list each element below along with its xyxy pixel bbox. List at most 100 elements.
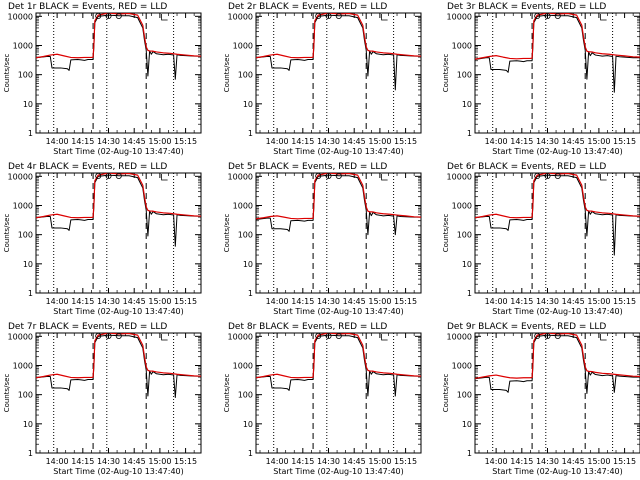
- x-tick-label: 15:15: [174, 457, 197, 466]
- y-tick-label: 100: [238, 391, 253, 400]
- panel-title: Det 7r BLACK = Events, RED = LLD: [8, 322, 167, 332]
- y-tick-label: 10: [462, 420, 472, 429]
- y-tick-label: 100: [18, 231, 33, 240]
- attenuator-marker: [600, 14, 607, 21]
- start-time-label: Start Time (02-Aug-10 13:47:40): [273, 307, 404, 316]
- peak-marker: [105, 332, 112, 339]
- peak-marker: [105, 172, 112, 179]
- peak-marker: [325, 12, 332, 19]
- y-tick-label: 10: [462, 100, 472, 109]
- y-tick-label: 10: [23, 260, 33, 269]
- x-tick-label: 14:45: [123, 457, 146, 466]
- attenuator-marker: [381, 14, 388, 21]
- y-tick-label: 100: [18, 71, 33, 80]
- peak-marker: [335, 172, 342, 179]
- lld-series-line: [256, 333, 421, 379]
- x-tick-label: 14:00: [485, 137, 508, 146]
- y-tick-label: 100: [457, 391, 472, 400]
- detector-panel-2: Det 2r BLACK = Events, RED = LLD 1 10 100 10…: [223, 2, 422, 156]
- y-tick-label: 10000: [228, 172, 253, 181]
- y-tick-label: 10: [243, 420, 253, 429]
- attenuator-marker: [381, 174, 388, 181]
- y-tick-label: 1: [28, 129, 33, 138]
- x-tick-label: 15:00: [368, 137, 391, 146]
- y-axis-label: Counts/sec: [223, 54, 231, 93]
- panel-title: Det 1r BLACK = Events, RED = LLD: [8, 2, 167, 12]
- peak-marker: [95, 332, 102, 339]
- detector-panel-4: Det 4r BLACK = Events, RED = LLD 1 10 100 10…: [3, 162, 202, 316]
- start-time-label: Start Time (02-Aug-10 13:47:40): [273, 147, 404, 156]
- lld-series-line: [36, 13, 201, 59]
- lld-series-line: [256, 13, 421, 59]
- y-tick-label: 1: [248, 449, 253, 458]
- y-axis-label: Counts/sec: [442, 54, 450, 93]
- y-tick-label: 1: [28, 289, 33, 298]
- y-tick-label: 10000: [228, 332, 253, 341]
- y-tick-label: 10000: [8, 332, 33, 341]
- x-tick-label: 14:45: [343, 137, 366, 146]
- x-tick-label: 14:00: [266, 457, 289, 466]
- x-tick-label: 14:45: [562, 297, 585, 306]
- x-tick-label: 14:45: [123, 297, 146, 306]
- peak-marker: [315, 172, 322, 179]
- x-tick-label: 14:00: [266, 137, 289, 146]
- x-tick-label: 15:15: [394, 297, 417, 306]
- x-tick-label: 14:30: [97, 297, 120, 306]
- x-tick-label: 14:30: [97, 137, 120, 146]
- x-tick-label: 14:30: [317, 297, 340, 306]
- x-tick-label: 14:30: [536, 297, 559, 306]
- y-axis-label: Counts/sec: [3, 214, 11, 253]
- x-tick-label: 14:45: [343, 457, 366, 466]
- y-tick-label: 100: [457, 231, 472, 240]
- x-tick-label: 14:15: [71, 137, 94, 146]
- panel-title: Det 9r BLACK = Events, RED = LLD: [447, 322, 606, 332]
- lld-series-line: [256, 173, 421, 220]
- attenuator-marker: [161, 334, 168, 341]
- y-axis-label: Counts/sec: [223, 214, 231, 253]
- y-tick-label: 1: [467, 449, 472, 458]
- events-series-line: [36, 14, 201, 80]
- detector-panel-5: Det 5r BLACK = Events, RED = LLD 1 10 100 10…: [223, 162, 422, 316]
- y-tick-label: 1: [467, 289, 472, 298]
- x-tick-label: 15:00: [368, 297, 391, 306]
- axes-frame: [474, 332, 640, 454]
- panel-title: Det 3r BLACK = Events, RED = LLD: [447, 2, 606, 12]
- panel-title: Det 2r BLACK = Events, RED = LLD: [228, 2, 387, 12]
- x-tick-label: 14:00: [485, 457, 508, 466]
- y-tick-label: 10000: [447, 172, 472, 181]
- x-tick-label: 15:00: [587, 457, 610, 466]
- y-tick-label: 1000: [452, 201, 472, 210]
- y-tick-label: 10: [243, 260, 253, 269]
- x-tick-label: 15:00: [587, 137, 610, 146]
- attenuator-marker: [161, 14, 168, 21]
- x-tick-label: 15:00: [148, 457, 171, 466]
- axes-frame: [255, 172, 422, 294]
- x-tick-label: 14:45: [562, 457, 585, 466]
- x-tick-label: 15:00: [587, 297, 610, 306]
- x-tick-label: 14:30: [536, 457, 559, 466]
- axes-frame: [255, 12, 422, 134]
- start-time-label: Start Time (02-Aug-10 13:47:40): [492, 467, 623, 476]
- detector-panel-7: Det 7r BLACK = Events, RED = LLD 1 10 100 10…: [3, 322, 202, 476]
- start-time-label: Start Time (02-Aug-10 13:47:40): [492, 147, 623, 156]
- peak-marker: [554, 172, 561, 179]
- x-tick-label: 14:15: [510, 137, 533, 146]
- y-tick-label: 1000: [233, 361, 253, 370]
- x-tick-label: 14:00: [46, 297, 69, 306]
- peak-marker: [95, 172, 102, 179]
- y-tick-label: 1000: [233, 41, 253, 50]
- attenuator-marker: [600, 334, 607, 341]
- y-tick-label: 1: [248, 289, 253, 298]
- y-tick-label: 10000: [8, 12, 33, 21]
- x-tick-label: 14:15: [510, 297, 533, 306]
- events-series-line: [475, 174, 640, 256]
- events-series-line: [256, 334, 421, 397]
- detector-panel-1: Det 1r BLACK = Events, RED = LLD 1 10 100 10…: [3, 2, 202, 156]
- y-tick-label: 1000: [13, 201, 33, 210]
- events-series-line: [475, 14, 640, 93]
- attenuator-marker: [161, 174, 168, 181]
- x-tick-label: 14:30: [317, 137, 340, 146]
- x-tick-label: 14:45: [562, 137, 585, 146]
- panel-title: Det 8r BLACK = Events, RED = LLD: [228, 322, 387, 332]
- x-tick-label: 14:15: [510, 457, 533, 466]
